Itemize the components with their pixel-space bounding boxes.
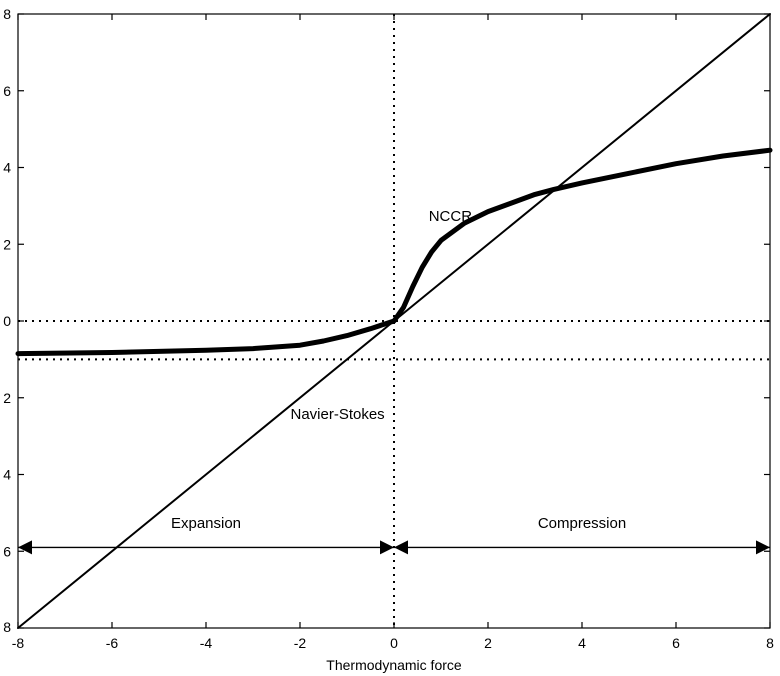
x-tick-label: 0 xyxy=(390,635,398,651)
annotation-nccr: NCCR xyxy=(429,208,472,225)
x-tick-label: 4 xyxy=(578,635,586,651)
x-tick-label: -2 xyxy=(294,635,307,651)
y-tick-label: 2 xyxy=(3,236,11,252)
ticks-layer: -8 -6 -4 -2 0 2 4 6 8 8 6 4 2 0 2 4 6 8 xyxy=(3,6,774,651)
annotations-layer: NCCR Navier-Stokes Expansion Compression xyxy=(171,208,626,532)
compression-arrow-head-left xyxy=(394,540,408,555)
y-tick-label: 8 xyxy=(3,6,11,22)
expansion-arrow-head-right xyxy=(380,540,394,555)
x-tick-label: 6 xyxy=(672,635,680,651)
y-tick-label: 8 xyxy=(3,619,11,635)
y-tick-label: 0 xyxy=(3,313,11,329)
x-tick-label: -6 xyxy=(106,635,119,651)
y-tick-label: 4 xyxy=(3,160,11,176)
compression-arrow-head-right xyxy=(756,540,770,555)
expansion-arrow-head-left xyxy=(18,540,32,555)
annotation-expansion: Expansion xyxy=(171,515,241,532)
x-tick-label: 2 xyxy=(484,635,492,651)
series-line-nccr xyxy=(15,147,773,357)
y-tick-label: 6 xyxy=(3,83,11,99)
x-tick-label: -4 xyxy=(200,635,213,651)
x-tick-label: 8 xyxy=(766,635,774,651)
reference-lines xyxy=(18,14,770,628)
x-tick-label: -8 xyxy=(12,635,25,651)
annotation-navier-stokes: Navier-Stokes xyxy=(290,406,384,423)
y-tick-label: 6 xyxy=(3,543,11,559)
x-axis-title: Thermodynamic force xyxy=(326,657,462,673)
series-layer xyxy=(15,13,773,629)
arrows-layer xyxy=(18,540,770,555)
annotation-compression: Compression xyxy=(538,515,626,532)
y-tick-label: 4 xyxy=(3,467,11,483)
y-tick-label: 2 xyxy=(3,390,11,406)
